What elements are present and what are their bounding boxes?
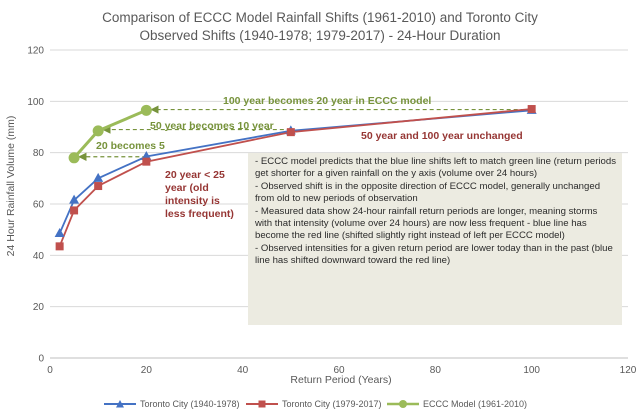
legend-swatch-triangle-icon <box>104 400 136 408</box>
annotation-50-year: 50 year becomes 10 year <box>150 120 274 132</box>
legend: Toronto City (1940-1978) Toronto City (1… <box>0 396 640 412</box>
point-triangle-0-1 <box>69 194 80 204</box>
legend-item-eccc-model: ECCC Model (1961-2010) <box>387 396 527 412</box>
chart-title-line-1: Comparison of ECCC Model Rainfall Shifts… <box>102 10 538 25</box>
point-circle-2-2 <box>140 104 152 116</box>
note-3: - Measured data show 24-hour rainfall re… <box>255 205 598 242</box>
point-triangle-0-2 <box>93 172 104 182</box>
point-square-1-4 <box>286 128 295 137</box>
note-2: - Observed shift is in the opposite dire… <box>255 180 601 205</box>
legend-swatch-circle-icon <box>387 400 419 408</box>
x-tick-label: 80 <box>430 365 442 376</box>
legend-label-1940-1978: Toronto City (1940-1978) <box>140 399 240 409</box>
point-square-1-5 <box>527 105 536 114</box>
y-tick-label: 0 <box>38 354 44 365</box>
tick-labels: 0 20 40 60 80 100 120 0 20 40 60 80 100 120 <box>27 46 636 377</box>
point-square-1-3 <box>142 157 151 166</box>
point-square-1-1 <box>70 206 79 215</box>
y-tick-label: 40 <box>33 251 45 262</box>
y-tick-label: 100 <box>27 97 44 108</box>
x-tick-label: 0 <box>47 365 53 376</box>
annotation-20-year-line-3: intensity is <box>165 195 220 207</box>
point-square-1-0 <box>55 242 64 251</box>
annotation-100-year: 100 year becomes 20 year in ECCC model <box>223 95 431 107</box>
annotation-20-year-line-1: 20 year < 25 <box>165 169 225 181</box>
annotation-20-year-line-2: year (old <box>165 182 209 194</box>
x-tick-label: 40 <box>237 365 249 376</box>
x-tick-label: 20 <box>141 365 153 376</box>
legend-label-1979-2017: Toronto City (1979-2017) <box>282 399 382 409</box>
y-tick-label: 80 <box>33 148 45 159</box>
annotation-unchanged: 50 year and 100 year unchanged <box>361 130 523 142</box>
point-square-1-2 <box>94 182 103 191</box>
legend-item-1979-2017: Toronto City (1979-2017) <box>246 396 382 412</box>
x-tick-label: 100 <box>523 365 540 376</box>
point-triangle-0-0 <box>54 228 65 238</box>
legend-item-1940-1978: Toronto City (1940-1978) <box>104 396 240 412</box>
y-tick-label: 120 <box>27 46 44 57</box>
annotation-20-becomes-5: 20 becomes 5 <box>96 140 165 152</box>
x-axis-title: Return Period (Years) <box>290 374 391 386</box>
series <box>54 104 537 251</box>
y-tick-label: 20 <box>33 302 45 313</box>
legend-swatch-square-icon <box>246 400 278 408</box>
note-4: - Observed intensities for a given retur… <box>255 242 613 267</box>
series-line-1 <box>58 108 532 247</box>
chart-title-line-2: Observed Shifts (1940-1978; 1979-2017) -… <box>140 28 501 43</box>
legend-label-eccc-model: ECCC Model (1961-2010) <box>423 399 528 409</box>
y-tick-label: 60 <box>33 200 45 211</box>
point-circle-2-0 <box>68 152 80 164</box>
x-tick-label: 60 <box>333 365 345 376</box>
notes-box: - ECCC model predicts that the blue line… <box>248 153 622 325</box>
annotation-20-year-line-4: less frequent) <box>165 208 234 220</box>
x-tick-label: 120 <box>620 365 637 376</box>
annotation-arrows <box>78 105 532 161</box>
point-circle-2-1 <box>92 125 104 137</box>
y-axis-title: 24 Hour Rainfall Volume (mm) <box>5 116 17 257</box>
note-1: - ECCC model predicts that the blue line… <box>255 156 617 180</box>
